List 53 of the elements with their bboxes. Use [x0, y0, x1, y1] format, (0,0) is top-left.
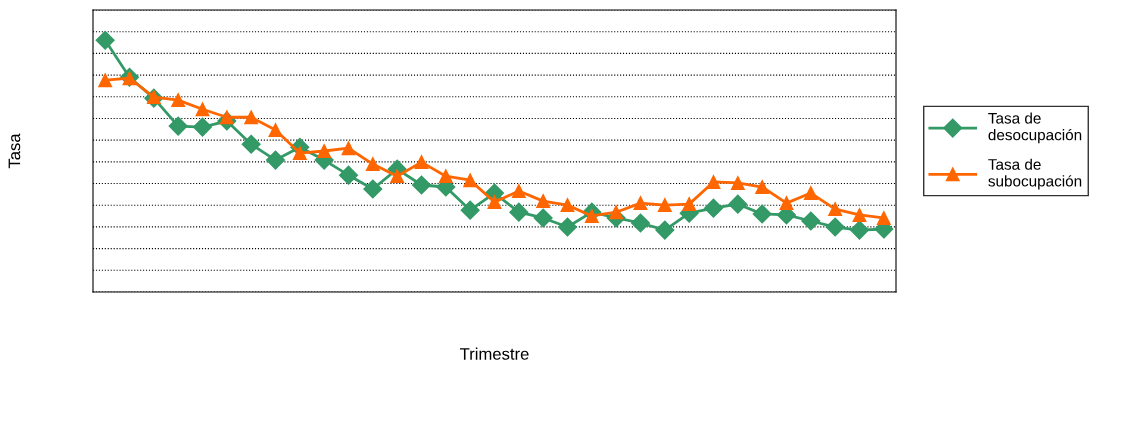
point: [98, 73, 113, 88]
point: [825, 217, 845, 237]
point: [533, 208, 553, 228]
point: [828, 202, 843, 217]
point: [852, 208, 867, 222]
point: [511, 184, 526, 198]
point: [633, 196, 648, 211]
point: [630, 213, 651, 233]
point: [390, 169, 405, 184]
point: [438, 169, 453, 184]
point: [655, 220, 675, 240]
point: [752, 204, 772, 224]
point: [338, 165, 359, 185]
point: [460, 200, 480, 220]
point: [779, 196, 794, 211]
x-axis-title: Trimestre: [460, 347, 529, 360]
point: [557, 217, 578, 237]
point: [849, 220, 870, 240]
point: [241, 134, 261, 154]
point: [414, 155, 429, 170]
point: [728, 194, 748, 214]
point: [560, 198, 575, 213]
point: [803, 186, 818, 200]
point: [682, 197, 697, 212]
point: [730, 176, 745, 190]
point: [584, 209, 599, 223]
point: [95, 30, 115, 50]
point: [171, 93, 186, 108]
point: [801, 211, 821, 231]
point: [341, 141, 356, 156]
point: [244, 110, 259, 125]
point: [876, 211, 891, 225]
point: [265, 150, 286, 170]
point: [317, 144, 332, 158]
legend-label: Tasa de desocupación: [988, 112, 1082, 144]
point: [268, 123, 283, 138]
point: [463, 173, 478, 188]
point: [365, 157, 380, 172]
point: [536, 194, 551, 209]
point: [755, 180, 770, 194]
point: [192, 117, 213, 137]
point: [168, 116, 188, 136]
point: [363, 179, 383, 199]
point: [509, 202, 529, 222]
point: [195, 102, 210, 117]
point: [657, 198, 672, 213]
point: [703, 198, 724, 218]
point: [487, 195, 502, 210]
y-axis-title: Tasa: [8, 133, 21, 169]
point: [706, 175, 721, 189]
point: [411, 175, 432, 195]
point: [292, 146, 307, 160]
legend-label: Tasa de subocupación: [988, 158, 1082, 190]
